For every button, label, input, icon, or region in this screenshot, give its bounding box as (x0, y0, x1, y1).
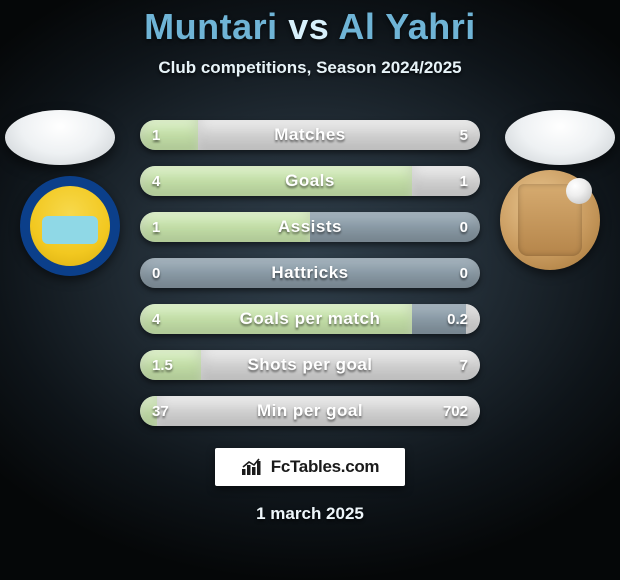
stat-value-right: 0 (460, 258, 468, 288)
player2-name: Al Yahri (338, 6, 475, 47)
stat-value-left: 0 (152, 258, 160, 288)
player2-avatar (505, 110, 615, 165)
subtitle: Club competitions, Season 2024/2025 (158, 58, 461, 78)
stat-fill-left (140, 212, 310, 242)
stat-value-right: 5 (460, 120, 468, 150)
stat-value-right: 702 (443, 396, 468, 426)
stat-value-left: 4 (152, 304, 160, 334)
stat-fill-right (157, 396, 480, 426)
stat-value-left: 4 (152, 166, 160, 196)
brand-badge: FcTables.com (215, 448, 406, 486)
stat-fill-right (201, 350, 480, 380)
stat-row: 40.2Goals per match (140, 304, 480, 334)
stat-value-left: 37 (152, 396, 169, 426)
stat-value-right: 1 (460, 166, 468, 196)
page-title: Muntari vs Al Yahri (144, 6, 476, 48)
vs-label: vs (288, 6, 329, 47)
stat-value-right: 0.2 (447, 304, 468, 334)
stat-fill-left (140, 120, 198, 150)
stat-fill-left (140, 166, 412, 196)
chart-icon (241, 458, 263, 476)
player1-club-crest (20, 176, 120, 276)
brand-text: FcTables.com (271, 457, 380, 477)
stat-row: 41Goals (140, 166, 480, 196)
stat-value-left: 1 (152, 212, 160, 242)
stat-fill-right (198, 120, 480, 150)
stat-fill-right (412, 166, 480, 196)
stat-row: 1.57Shots per goal (140, 350, 480, 380)
stats-container: 15Matches41Goals10Assists00Hattricks40.2… (140, 120, 480, 426)
stat-label: Hattricks (140, 258, 480, 288)
stat-row: 15Matches (140, 120, 480, 150)
stat-value-right: 7 (460, 350, 468, 380)
stat-row: 0 0Hattricks (140, 258, 480, 288)
stat-row: 37702Min per goal (140, 396, 480, 426)
stat-value-left: 1 (152, 120, 160, 150)
player1-name: Muntari (144, 6, 278, 47)
player1-avatar (5, 110, 115, 165)
player2-club-crest (500, 170, 600, 270)
footer-date: 1 march 2025 (256, 504, 364, 524)
stat-value-right: 0 (460, 212, 468, 242)
stat-value-left: 1.5 (152, 350, 173, 380)
stat-fill-right (466, 304, 480, 334)
stat-row: 10Assists (140, 212, 480, 242)
stat-fill-left (140, 304, 412, 334)
